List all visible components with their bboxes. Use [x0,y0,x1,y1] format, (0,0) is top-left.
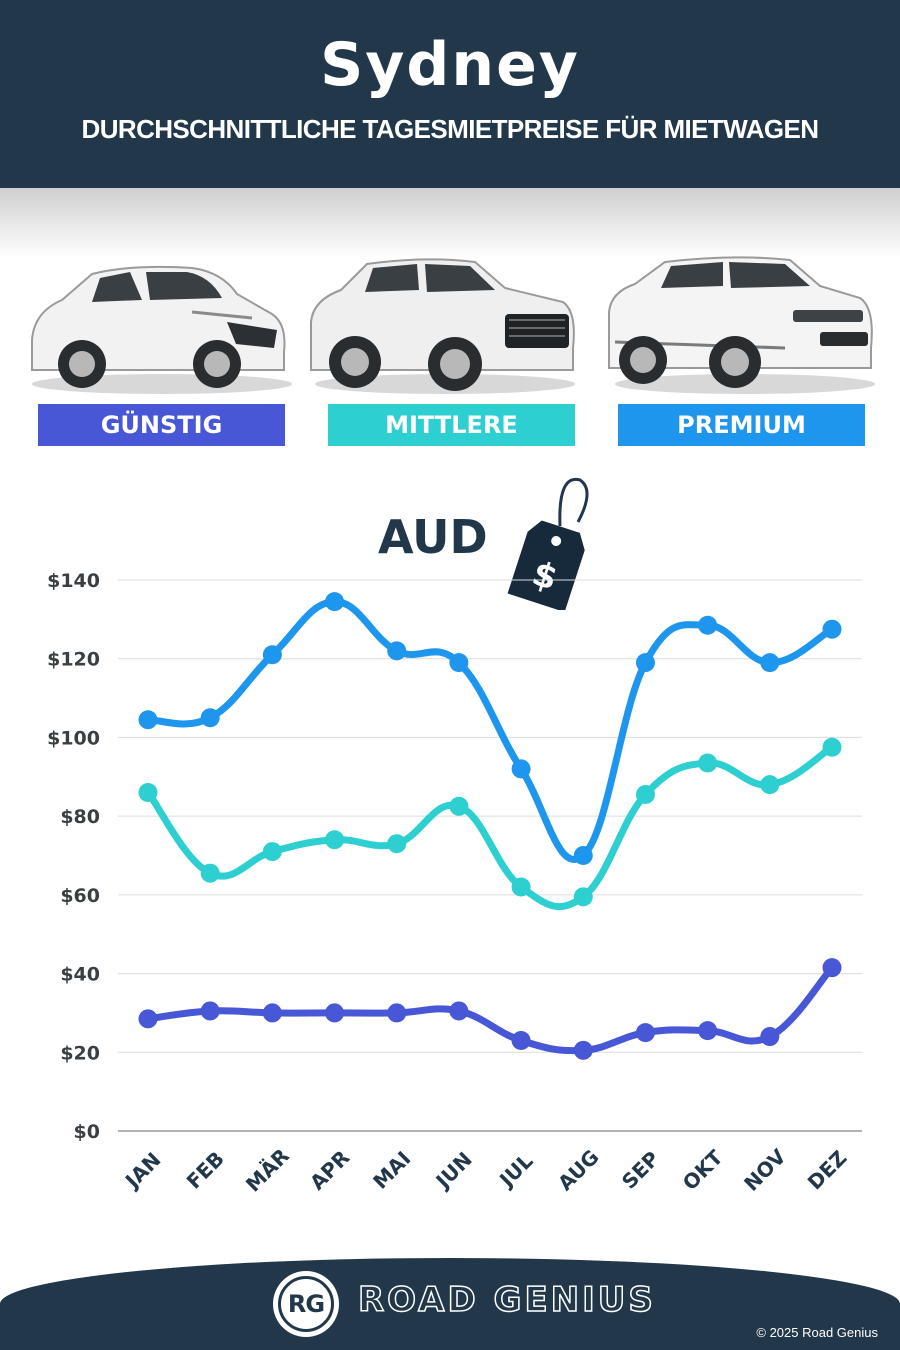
price-line-chart: $0 $20 $40 $60 $80 $100 $120 $140 JAN FEB MÄR APR M… [47,570,862,1197]
legend-badge-mid: MITTLERE [328,404,575,446]
data-point [200,708,220,728]
data-point [511,877,531,897]
legend-badge-budget: GÜNSTIG [38,404,285,446]
y-tick-label: $120 [47,649,100,671]
footer-bar [0,1258,900,1350]
data-point [573,887,593,907]
x-tick-label: FEB [182,1147,229,1194]
data-point [200,1001,220,1021]
data-point [138,783,158,803]
series-line [144,598,836,863]
data-point [698,615,718,635]
data-point [387,834,407,854]
header-shadow [0,188,900,258]
data-point [262,645,282,665]
data-point [822,958,842,978]
midsize-car-image [310,258,575,394]
x-tick-label: AUG [553,1145,604,1196]
copyright-text: © 2025 Road Genius [756,1325,878,1340]
series-line [144,964,836,1055]
page-subtitle: DURCHSCHNITTLICHE TAGESMIETPREISE FÜR MI… [81,114,819,144]
data-point [573,846,593,865]
x-tick-label: JUL [493,1149,537,1193]
data-point [449,796,469,816]
logo-monogram: RG [278,1276,334,1332]
data-point [635,784,655,804]
budget-car-image [31,265,292,394]
y-tick-label: $60 [60,885,100,907]
header-banner: Sydney DURCHSCHNITTLICHE TAGESMIETPREISE… [0,0,900,188]
page-title: Sydney [320,30,580,100]
y-tick-label: $40 [60,964,100,986]
data-point [760,775,780,795]
data-point [449,1001,469,1021]
data-point [635,1023,655,1043]
data-point [325,1003,345,1023]
data-point [760,653,780,673]
data-point [138,1009,158,1029]
data-point [325,592,345,612]
data-point [760,1027,780,1047]
y-tick-label: $80 [60,806,100,828]
x-tick-label: JAN [119,1148,165,1194]
data-point [822,737,842,757]
data-point [387,641,407,661]
data-point [387,1003,407,1023]
data-point [698,753,718,773]
data-point [325,830,345,850]
data-point [511,1030,531,1050]
data-point [635,653,655,673]
data-point [698,1021,718,1041]
y-tick-label: $0 [74,1121,100,1143]
y-tick-label: $140 [47,570,100,592]
brand-name: ROAD GENIUS [357,1279,656,1321]
data-point [138,710,158,730]
x-tick-label: OKT [678,1145,728,1195]
y-tick-label: $100 [47,727,100,749]
x-tick-label: DEZ [803,1146,852,1195]
data-point [511,759,531,779]
data-point [262,842,282,862]
series-line [144,743,836,911]
currency-label: AUD [378,510,488,564]
data-point [449,653,469,673]
price-tag-icon: $ [507,477,589,610]
x-tick-label: SEP [617,1146,664,1193]
data-point [262,1003,282,1023]
y-tick-label: $20 [60,1042,100,1064]
x-tick-label: MÄR [241,1144,294,1197]
x-tick-label: JUN [430,1147,477,1194]
x-tick-label: MAI [368,1146,415,1193]
data-point [200,863,220,883]
data-point [822,619,842,639]
legend-badge-premium: PREMIUM [618,404,865,446]
premium-car-image [608,256,875,394]
data-point [573,1040,593,1060]
x-tick-label: APR [305,1145,354,1194]
x-tick-label: NOV [739,1144,791,1196]
road-genius-logo: RG [273,1271,339,1337]
